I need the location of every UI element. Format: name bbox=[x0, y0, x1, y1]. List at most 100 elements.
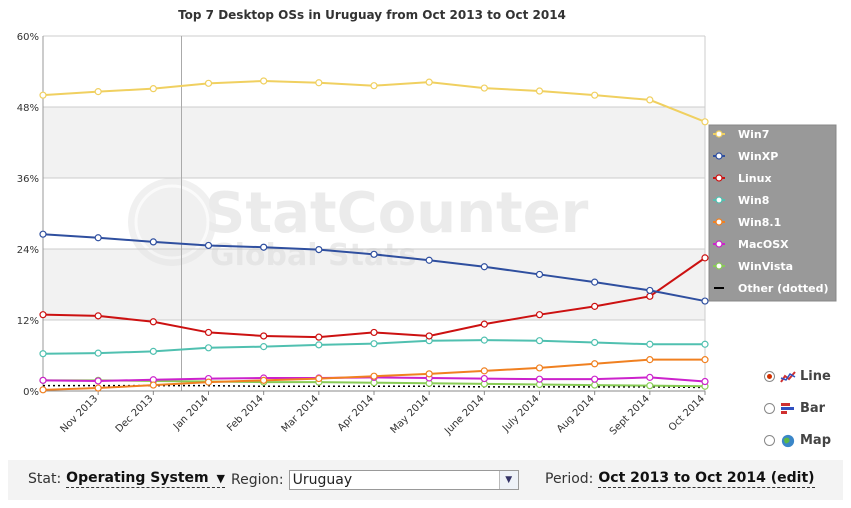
data-point bbox=[260, 332, 268, 340]
chart-type-map[interactable]: Map bbox=[764, 433, 831, 448]
legend-entry: Other (dotted) bbox=[738, 282, 829, 295]
chart-type-line[interactable]: Line bbox=[764, 369, 831, 384]
data-point bbox=[315, 79, 323, 87]
data-point bbox=[591, 338, 599, 347]
data-point bbox=[591, 381, 599, 389]
data-point bbox=[315, 341, 323, 349]
data-point bbox=[425, 332, 433, 340]
period-label: Period: bbox=[545, 471, 594, 487]
legend-entry: Linux bbox=[738, 172, 772, 185]
chart-type-bar[interactable]: Bar bbox=[764, 401, 825, 416]
chart-type-map-label: Map bbox=[800, 433, 832, 448]
region-label: Region: bbox=[231, 472, 284, 488]
bar-radio[interactable] bbox=[764, 403, 775, 414]
data-point bbox=[370, 250, 378, 258]
data-point bbox=[535, 311, 544, 319]
data-point bbox=[646, 373, 654, 381]
data-point bbox=[39, 311, 47, 319]
data-point bbox=[646, 286, 654, 295]
legend-marker bbox=[715, 152, 723, 160]
chevron-down-icon[interactable]: ▼ bbox=[498, 471, 518, 489]
data-point bbox=[260, 77, 268, 85]
data-point bbox=[701, 377, 709, 386]
legend-entry: Win8.1 bbox=[738, 216, 781, 229]
data-point bbox=[425, 256, 433, 264]
data-point bbox=[591, 375, 599, 383]
data-point bbox=[480, 263, 488, 271]
data-point bbox=[646, 292, 654, 300]
stat-value: Operating System bbox=[66, 470, 209, 486]
legend-marker bbox=[715, 262, 723, 270]
data-point bbox=[94, 88, 102, 96]
y-tick-label: 60% bbox=[17, 32, 39, 43]
data-point bbox=[149, 85, 157, 93]
data-point bbox=[260, 376, 268, 384]
data-point bbox=[94, 377, 102, 385]
x-tick-label: Oct 2014 bbox=[667, 393, 707, 433]
data-point bbox=[370, 340, 378, 348]
data-point bbox=[480, 320, 488, 328]
x-tick-label: Dec 2013 bbox=[114, 393, 156, 435]
x-tick-label: Sept 2014 bbox=[608, 393, 652, 437]
watermark-text: StatCounter bbox=[205, 181, 589, 246]
data-point bbox=[149, 347, 157, 355]
line-radio[interactable] bbox=[764, 371, 775, 382]
region-control: Region: Uruguay ▼ bbox=[231, 470, 519, 490]
data-point bbox=[535, 270, 544, 279]
data-point bbox=[94, 312, 102, 320]
x-tick-label: Aug 2014 bbox=[555, 393, 597, 435]
legend-marker bbox=[715, 196, 723, 204]
y-tick-label: 24% bbox=[17, 245, 39, 256]
legend-marker bbox=[715, 174, 723, 182]
data-point bbox=[591, 278, 599, 286]
data-point bbox=[591, 360, 599, 368]
data-point bbox=[94, 234, 102, 242]
x-tick-label: Feb 2014 bbox=[225, 393, 266, 434]
data-point bbox=[480, 367, 488, 375]
data-point bbox=[535, 364, 544, 372]
data-point bbox=[149, 238, 157, 246]
data-point bbox=[646, 356, 654, 364]
data-point bbox=[315, 333, 323, 341]
data-point bbox=[204, 378, 213, 386]
data-point bbox=[260, 343, 268, 351]
legend-box bbox=[708, 124, 837, 302]
line-chart: Top 7 Desktop OSs in Uruguay from Oct 20… bbox=[17, 8, 837, 437]
data-point bbox=[204, 79, 213, 87]
legend-entry: WinXP bbox=[738, 150, 778, 163]
chart-title: Top 7 Desktop OSs in Uruguay from Oct 20… bbox=[178, 8, 566, 22]
chart-type-bar-label: Bar bbox=[800, 401, 826, 416]
period-edit-link[interactable]: Oct 2013 to Oct 2014 (edit) bbox=[598, 470, 815, 488]
legend-marker bbox=[715, 130, 723, 138]
legend-entry: WinVista bbox=[738, 260, 793, 273]
data-point bbox=[149, 318, 157, 326]
stat-dropdown[interactable]: Operating System ▼ bbox=[66, 470, 225, 488]
data-point bbox=[39, 230, 47, 238]
map-radio[interactable] bbox=[764, 435, 775, 446]
legend-entry: Win8 bbox=[738, 194, 769, 207]
data-point bbox=[425, 78, 433, 86]
data-point bbox=[701, 118, 709, 126]
data-point bbox=[591, 302, 599, 310]
data-point bbox=[646, 382, 654, 390]
watermark-globe-ring bbox=[134, 184, 210, 260]
data-point bbox=[646, 96, 654, 104]
series-lines bbox=[39, 77, 709, 394]
data-point bbox=[204, 328, 213, 337]
data-point bbox=[94, 349, 102, 357]
legend: Win7 WinXP Linux Win8 Win8.1 MacOSX WinVista Ot… bbox=[713, 128, 829, 295]
watermark-globe-icon bbox=[128, 178, 216, 266]
line-chart-icon bbox=[780, 370, 796, 383]
region-select[interactable]: Uruguay ▼ bbox=[288, 470, 519, 490]
data-point bbox=[591, 91, 599, 99]
y-tick-label: 0% bbox=[23, 387, 39, 398]
data-point bbox=[701, 297, 709, 305]
data-point bbox=[39, 91, 47, 99]
x-tick-label: Nov 2013 bbox=[58, 393, 100, 435]
data-point bbox=[701, 356, 709, 364]
data-point bbox=[39, 386, 47, 394]
stat-label: Stat: bbox=[28, 471, 62, 487]
region-value: Uruguay bbox=[292, 472, 353, 488]
x-tick-label: Apr 2014 bbox=[336, 393, 376, 433]
data-point bbox=[701, 340, 709, 348]
